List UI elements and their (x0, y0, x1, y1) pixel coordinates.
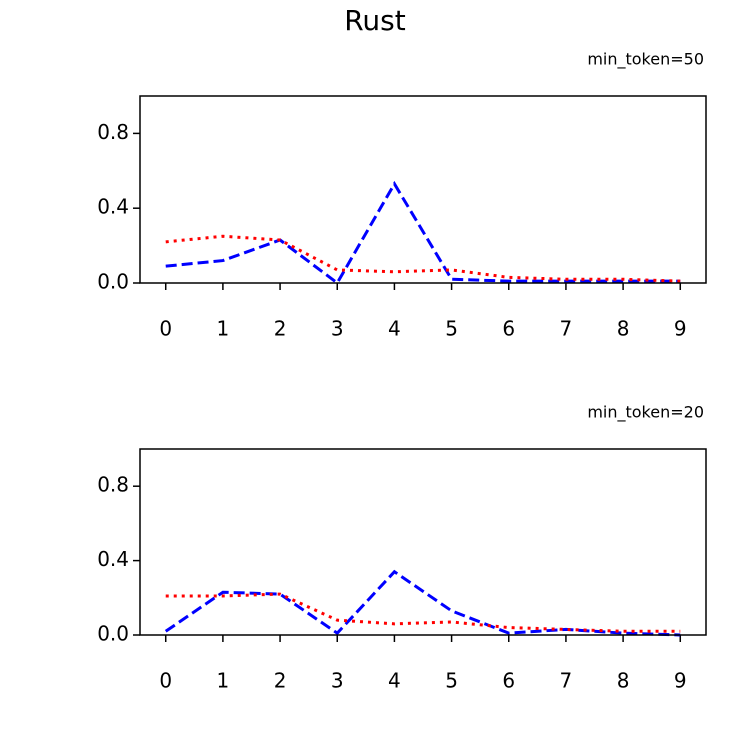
x-tick-label: 5 (445, 317, 458, 341)
y-tick-label: 0.4 (97, 195, 129, 219)
y-tick-label: 0.4 (97, 547, 129, 571)
x-tick-label: 0 (159, 669, 172, 693)
x-tick-label: 2 (274, 317, 287, 341)
y-tick-label: 0.8 (97, 473, 129, 497)
x-tick-label: 7 (560, 669, 573, 693)
y-tick-label: 0.8 (97, 120, 129, 144)
line-series (165, 180, 681, 286)
x-tick-label: 0 (159, 317, 172, 341)
y-tick-label: 0.0 (97, 270, 129, 294)
y-tick-label: 0.0 (97, 622, 129, 646)
line-series (164, 569, 681, 637)
x-tick-label: 9 (674, 669, 687, 693)
x-tick-label: 3 (331, 317, 344, 341)
x-tick-label: 4 (388, 317, 401, 341)
x-tick-label: 7 (560, 317, 573, 341)
x-tick-label: 1 (217, 317, 230, 341)
figure-title: Rust (344, 4, 406, 37)
x-tick-label: 6 (502, 317, 515, 341)
x-tick-label: 1 (217, 669, 230, 693)
subplot-title: min_token=50 (587, 50, 704, 70)
axes-frame (139, 448, 707, 636)
x-tick-label: 9 (674, 317, 687, 341)
x-tick-label: 4 (388, 669, 401, 693)
x-tick-label: 3 (331, 669, 344, 693)
x-tick-label: 2 (274, 669, 287, 693)
x-tick-label: 8 (617, 317, 630, 341)
x-tick-label: 6 (502, 669, 515, 693)
axes-frame (139, 95, 707, 284)
x-tick-label: 8 (617, 669, 630, 693)
subplot-title: min_token=20 (587, 403, 704, 423)
line-series (165, 592, 681, 633)
x-tick-label: 5 (445, 669, 458, 693)
line-series (165, 234, 681, 283)
